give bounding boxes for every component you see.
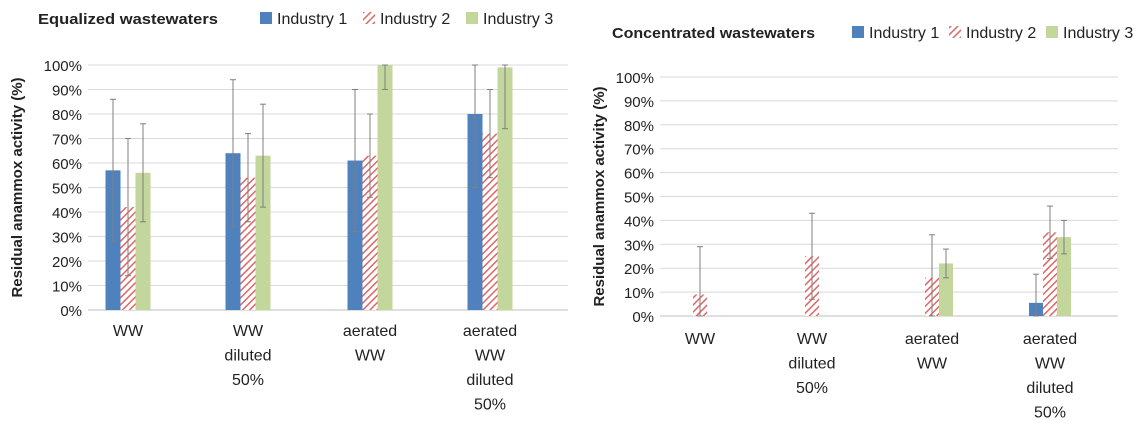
bar-industry-3: [377, 65, 393, 310]
category-label: WW: [355, 348, 386, 365]
y-axis-label: Residual anammox activity (%): [9, 77, 26, 297]
category-label: aerated: [905, 331, 959, 348]
category-label: WW: [917, 356, 948, 373]
bar-industry-2: [482, 133, 498, 310]
legend-label: Industry 1: [869, 25, 939, 42]
legend-label: Industry 2: [966, 25, 1036, 42]
category-label: 50%: [232, 372, 264, 389]
y-tick-label: 90%: [52, 83, 82, 100]
bar-industry-3: [1057, 237, 1071, 316]
category-label: WW: [1035, 356, 1066, 373]
y-tick-label: 70%: [624, 142, 654, 159]
y-tick-label: 0%: [60, 303, 82, 320]
category-label: 50%: [474, 397, 506, 414]
legend-swatch-industry-2: [363, 12, 375, 24]
y-tick-label: 20%: [624, 261, 654, 278]
y-tick-label: 30%: [624, 237, 654, 254]
category-label: aerated: [343, 323, 397, 340]
legend-label: Industry 1: [277, 11, 347, 28]
category-label: aerated: [463, 323, 517, 340]
y-tick-label: 10%: [624, 285, 654, 302]
y-tick-label: 50%: [52, 181, 82, 198]
y-tick-label: 100%: [44, 58, 82, 75]
category-label: WW: [233, 323, 264, 340]
category-label: WW: [685, 331, 716, 348]
bar-industry-3: [939, 263, 953, 316]
category-label: 50%: [796, 380, 828, 397]
y-tick-label: 70%: [52, 132, 82, 149]
bar-industry-1: [347, 160, 363, 310]
y-tick-label: 40%: [624, 213, 654, 230]
category-label: aerated: [1023, 331, 1077, 348]
y-tick-label: 50%: [624, 190, 654, 207]
chart-title: Equalized wastewaters: [38, 11, 218, 28]
y-axis-label: Residual anammox activity (%): [591, 86, 608, 306]
y-tick-label: 40%: [52, 205, 82, 222]
y-tick-label: 0%: [632, 309, 654, 326]
legend-swatch-industry-2: [949, 26, 961, 38]
y-tick-label: 30%: [52, 230, 82, 247]
bar-industry-2: [240, 177, 256, 310]
y-tick-label: 60%: [624, 166, 654, 183]
bar-industry-2: [362, 155, 378, 310]
y-tick-label: 90%: [624, 94, 654, 111]
legend-swatch-industry-3: [466, 12, 478, 24]
category-label: WW: [113, 323, 144, 340]
category-label: 50%: [1034, 405, 1066, 422]
y-tick-label: 80%: [52, 107, 82, 124]
y-tick-label: 20%: [52, 254, 82, 271]
legend-swatch-industry-1: [852, 26, 864, 38]
bar-industry-3: [497, 67, 513, 310]
legend-label: Industry 2: [380, 11, 450, 28]
legend-label: Industry 3: [1063, 25, 1133, 42]
bar-industry-1: [225, 153, 241, 310]
category-label: diluted: [1026, 380, 1073, 397]
category-label: diluted: [788, 356, 835, 373]
legend-swatch-industry-3: [1046, 26, 1058, 38]
category-label: WW: [475, 348, 506, 365]
legend-label: Industry 3: [483, 11, 553, 28]
category-label: WW: [797, 331, 828, 348]
y-tick-label: 80%: [624, 118, 654, 135]
bar-industry-1: [467, 114, 483, 310]
category-label: diluted: [224, 348, 271, 365]
y-tick-label: 10%: [52, 279, 82, 296]
bar-industry-3: [255, 155, 271, 310]
bar-industry-2: [1043, 232, 1057, 316]
y-tick-label: 60%: [52, 156, 82, 173]
chart-title: Concentrated wastewaters: [612, 25, 815, 42]
category-label: diluted: [466, 372, 513, 389]
y-tick-label: 100%: [616, 70, 654, 87]
legend-swatch-industry-1: [260, 12, 272, 24]
bar-industry-3: [135, 172, 151, 310]
